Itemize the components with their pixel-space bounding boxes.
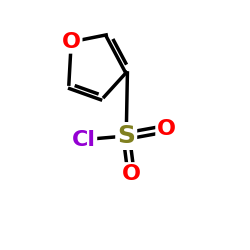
Text: O: O bbox=[62, 32, 81, 52]
Text: O: O bbox=[157, 119, 176, 139]
Text: Cl: Cl bbox=[72, 130, 96, 150]
Text: S: S bbox=[117, 124, 135, 148]
Text: O: O bbox=[122, 164, 141, 184]
